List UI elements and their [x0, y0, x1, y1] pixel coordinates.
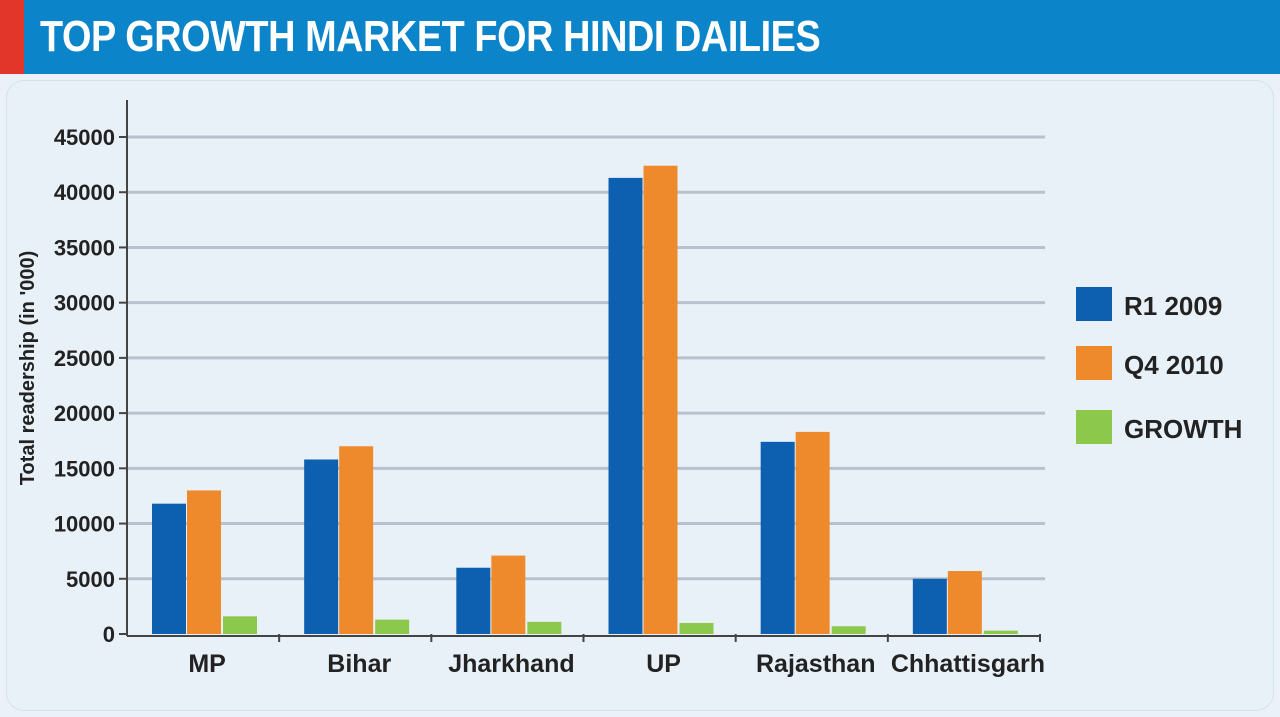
bar-growth — [983, 630, 1018, 634]
bar-r1-2009 — [608, 177, 643, 634]
bar-r1-2009 — [304, 459, 339, 634]
y-tick-labels: 0 5000 10000 15000 20000 25000 30000 35000 40000… — [54, 125, 127, 647]
y-tick-label: 35000 — [54, 235, 115, 260]
bar-q4-2010 — [187, 490, 221, 634]
bar-q4-2010 — [339, 446, 374, 634]
y-tick-label: 45000 — [54, 125, 115, 150]
header-bar: TOP GROWTH MARKET FOR HINDI DAILIES — [0, 0, 1280, 74]
legend-swatch — [1076, 287, 1112, 321]
legend-swatch — [1076, 410, 1112, 444]
y-tick-label: 0 — [103, 622, 115, 647]
bars — [152, 165, 1018, 634]
x-category-labels: MP Bihar Jharkhand UP Rajasthan Chhattisgarh — [188, 634, 1045, 678]
gridlines — [127, 135, 1045, 581]
y-tick-label: 40000 — [54, 180, 115, 205]
y-tick-label: 30000 — [54, 291, 115, 316]
bar-q4-2010 — [947, 571, 982, 634]
y-tick-label: 15000 — [54, 456, 115, 481]
bar-q4-2010 — [795, 431, 830, 634]
bar-growth — [527, 621, 562, 634]
bar-q4-2010 — [643, 165, 678, 634]
bar-growth — [223, 616, 257, 634]
bar-q4-2010 — [491, 555, 526, 634]
bar-growth — [831, 626, 866, 634]
bar-growth — [375, 619, 410, 634]
x-category-label: UP — [646, 650, 681, 678]
x-category-label: MP — [188, 650, 226, 678]
bar-r1-2009 — [152, 503, 186, 634]
y-tick-label: 10000 — [54, 512, 115, 537]
header-accent — [0, 0, 24, 74]
y-tick-label: 5000 — [66, 567, 115, 592]
bar-r1-2009 — [912, 578, 947, 634]
x-category-label: Jharkhand — [448, 650, 574, 678]
axes — [126, 100, 1040, 637]
legend-swatch — [1076, 346, 1112, 380]
bar-r1-2009 — [456, 567, 491, 634]
bar-growth — [679, 622, 714, 634]
x-category-label: Chhattisgarh — [891, 650, 1045, 678]
chart-title: TOP GROWTH MARKET FOR HINDI DAILIES — [40, 12, 821, 61]
bar-r1-2009 — [760, 441, 795, 634]
y-axis-label: Total readership (in '000) — [17, 251, 39, 485]
legend-label: R1 2009 — [1124, 291, 1222, 321]
y-tick-label: 20000 — [54, 401, 115, 426]
y-tick-label: 25000 — [54, 346, 115, 371]
legend-label: GROWTH — [1124, 414, 1242, 444]
x-category-label: Rajasthan — [756, 650, 875, 678]
legend-label: Q4 2010 — [1124, 350, 1224, 380]
x-category-label: Bihar — [327, 650, 391, 678]
legend: R1 2009 Q4 2010 GROWTH — [1076, 287, 1242, 444]
